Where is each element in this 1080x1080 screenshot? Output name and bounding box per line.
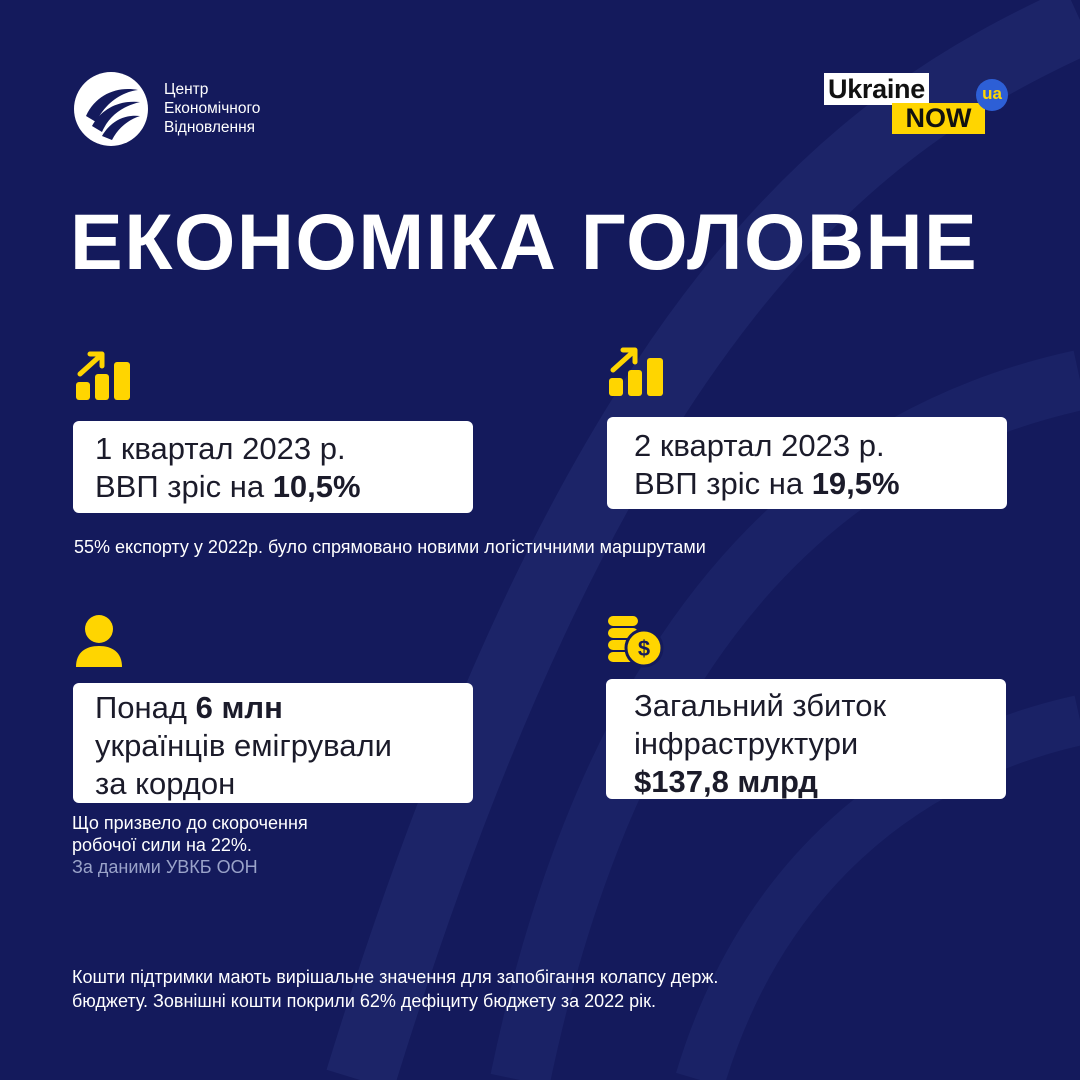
emigration-line-1: Понад 6 млн — [95, 689, 473, 727]
center-logo-icon — [74, 72, 148, 146]
source-note: За даними УВКБ ООН — [72, 857, 258, 877]
footer-note-line-2: бюджету. Зовнішні кошти покрили 62% дефі… — [72, 991, 657, 1011]
gdp-q2-card: 2 квартал 2023 р. ВВП зріс на 19,5% — [607, 417, 1007, 509]
gdp-q2-period: 2 квартал 2023 р. — [634, 428, 885, 463]
workforce-note-line-2: робочої сили на 22%. — [72, 835, 252, 855]
gdp-q1-card: 1 квартал 2023 р. ВВП зріс на 10,5% — [73, 421, 473, 513]
page-title: ЕКОНОМІКА ГОЛОВНЕ — [70, 197, 979, 286]
person-icon — [76, 615, 122, 667]
emigration-card: Понад 6 млн українців емігрували за корд… — [73, 683, 473, 803]
svg-text:$: $ — [638, 636, 650, 661]
damage-line-3: $137,8 млрд — [634, 763, 1006, 801]
gdp-q1-period: 1 квартал 2023 р. — [95, 431, 346, 466]
bar-chart-growth-icon — [76, 351, 130, 400]
ukraine-now-logo: Ukraine NOW ua — [824, 73, 1010, 137]
emigration-prefix: Понад — [95, 690, 196, 725]
damage-value: $137,8 млрд — [634, 764, 818, 799]
gdp-q2-growth: ВВП зріс на 19,5% — [634, 465, 1007, 503]
gdp-q1-growth: ВВП зріс на 10,5% — [95, 468, 473, 506]
gdp-q1-growth-label: ВВП зріс на — [95, 469, 273, 504]
emigration-value: 6 млн — [195, 690, 283, 725]
export-note: 55% експорту у 2022р. було спрямовано но… — [74, 537, 706, 557]
logo-line-1: Центр — [164, 81, 209, 98]
logo-text: Центр Економічного Відновлення — [164, 80, 260, 137]
ukraine-word: Ukraine — [824, 73, 929, 105]
coins-dollar-icon: $ — [608, 616, 664, 668]
emigration-line-3: за кордон — [95, 766, 236, 801]
footer-note-line-1: Кошти підтримки мають вирішальне значенн… — [72, 967, 719, 987]
bar-chart-growth-icon — [609, 347, 663, 396]
gdp-q2-growth-label: ВВП зріс на — [634, 466, 812, 501]
footer-note: Кошти підтримки мають вирішальне значенн… — [72, 965, 718, 1013]
gdp-q1-growth-value: 10,5% — [272, 469, 361, 504]
now-word: NOW — [892, 103, 985, 134]
logo-line-3: Відновлення — [164, 119, 256, 136]
ua-badge: ua — [976, 79, 1008, 111]
damage-line-2: інфраструктури — [634, 726, 859, 761]
workforce-note-line-1: Що призвело до скорочення — [72, 813, 308, 833]
emigration-line-2: українців емігрували — [95, 728, 392, 763]
logo-line-2: Економічного — [164, 100, 261, 117]
workforce-note: Що призвело до скорочення робочої сили н… — [72, 812, 308, 878]
damage-line-1: Загальний збиток — [634, 688, 887, 723]
infrastructure-damage-card: Загальний збиток інфраструктури $137,8 м… — [606, 679, 1006, 799]
gdp-q2-growth-value: 19,5% — [811, 466, 900, 501]
